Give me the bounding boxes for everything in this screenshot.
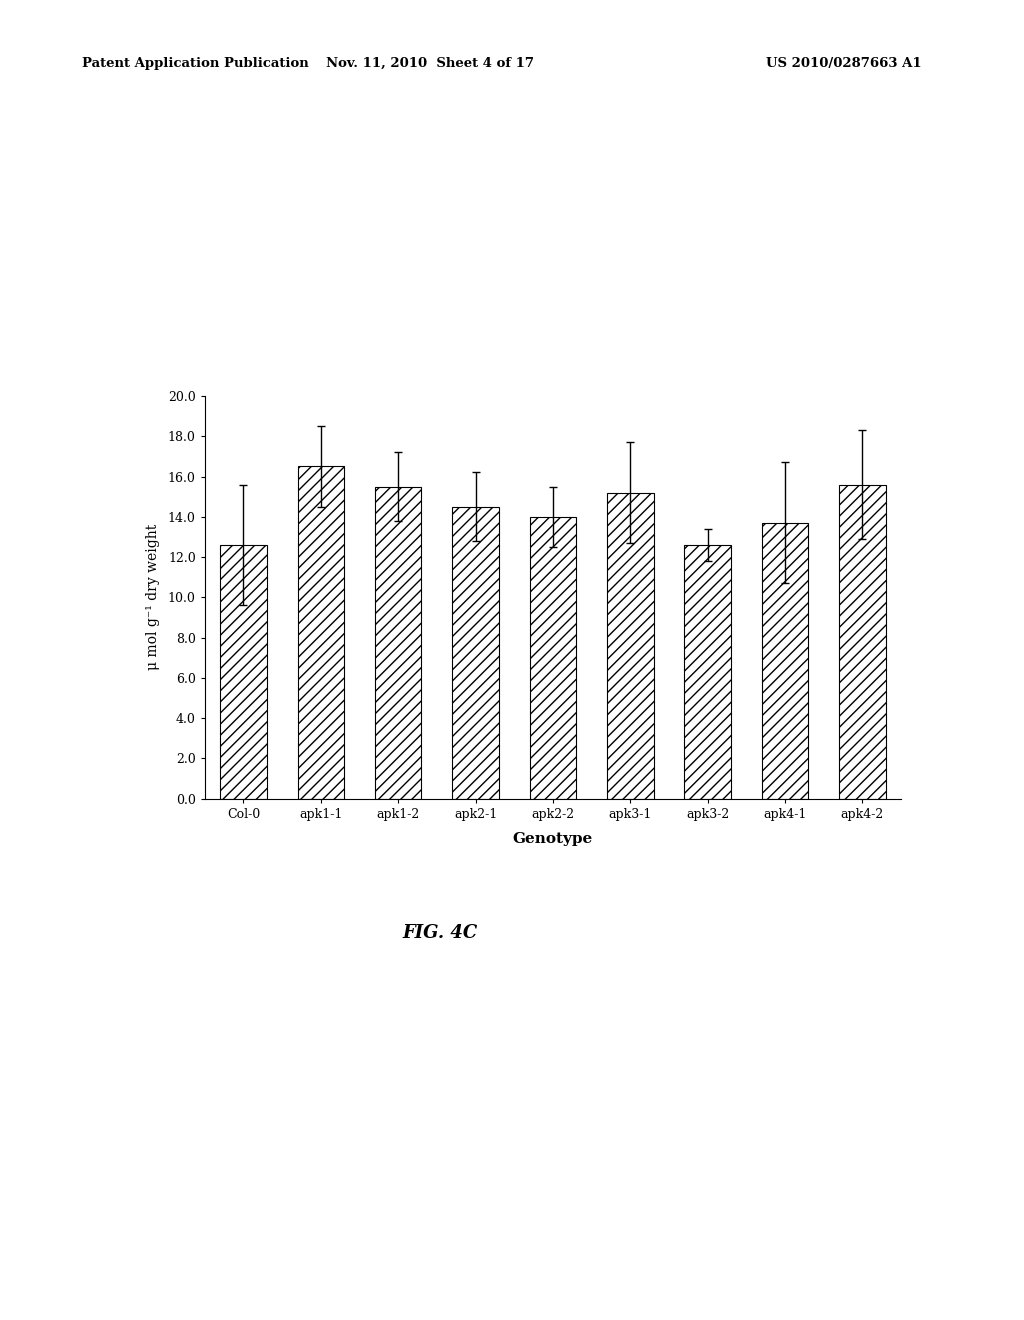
Bar <box>453 507 499 799</box>
Text: US 2010/0287663 A1: US 2010/0287663 A1 <box>766 57 922 70</box>
Bar <box>220 545 266 799</box>
X-axis label: Genotype: Genotype <box>513 832 593 846</box>
Text: FIG. 4C: FIG. 4C <box>402 924 478 942</box>
Bar <box>840 484 886 799</box>
Bar <box>298 466 344 799</box>
Bar <box>684 545 731 799</box>
Y-axis label: μ mol g⁻¹ dry weight: μ mol g⁻¹ dry weight <box>145 524 160 671</box>
Bar <box>607 492 653 799</box>
Text: Patent Application Publication: Patent Application Publication <box>82 57 308 70</box>
Bar <box>762 523 808 799</box>
Bar <box>529 517 577 799</box>
Bar <box>375 487 422 799</box>
Text: Nov. 11, 2010  Sheet 4 of 17: Nov. 11, 2010 Sheet 4 of 17 <box>326 57 535 70</box>
